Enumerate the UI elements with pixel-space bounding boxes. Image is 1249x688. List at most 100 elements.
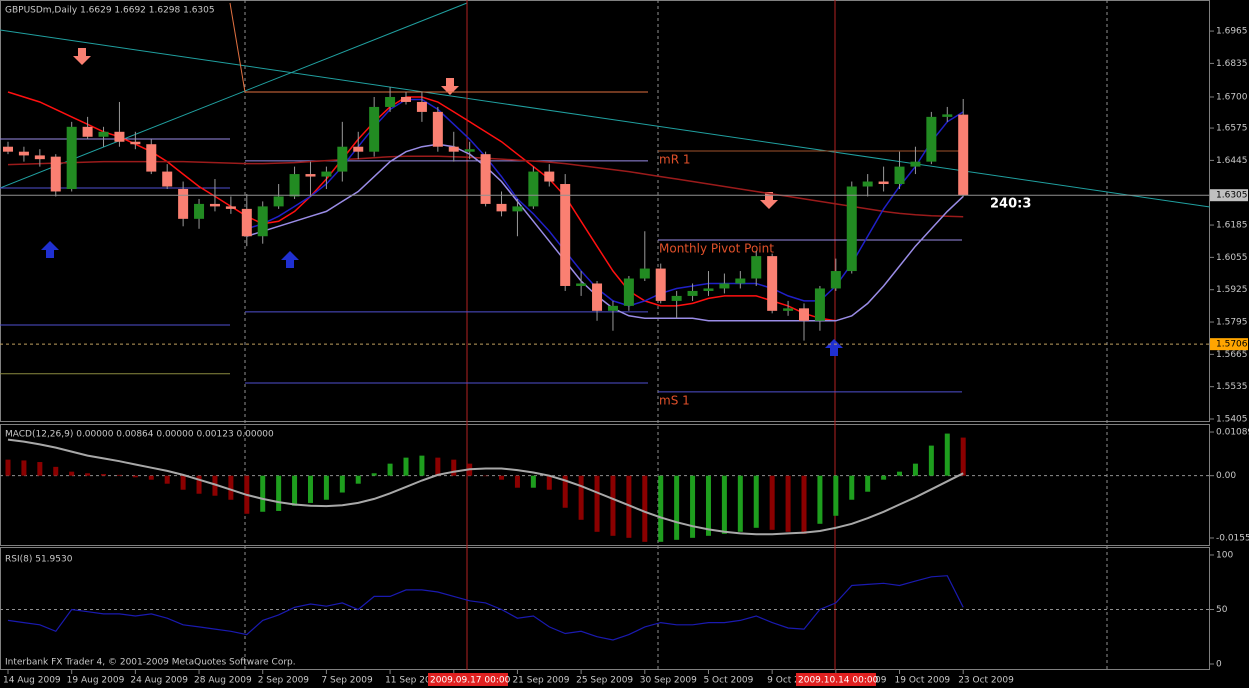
x-tick-label: 23 Oct 2009 xyxy=(958,676,1014,686)
x-tick-label: 21 Sep 2009 xyxy=(512,676,569,686)
moving-average xyxy=(246,143,964,322)
macd-bar xyxy=(483,475,489,477)
x-tick-label: 28 Aug 2009 xyxy=(194,676,252,686)
macd-bar xyxy=(690,475,696,538)
candle-body xyxy=(703,288,714,291)
candle-body xyxy=(830,271,841,289)
candle-body xyxy=(50,156,61,192)
candle-body xyxy=(98,131,109,137)
main-pane-border xyxy=(0,0,1210,422)
candle-body xyxy=(194,203,205,219)
sell-arrow xyxy=(760,192,778,209)
rsi-pane-border xyxy=(0,547,1210,670)
moving-average xyxy=(7,91,836,322)
crosshair-box xyxy=(1210,338,1248,351)
x-tick-label: 30 Sep 2009 xyxy=(640,676,697,686)
annotation: 240:3 xyxy=(990,197,1031,212)
macd-bar xyxy=(116,474,122,476)
macd-bar xyxy=(371,473,377,476)
candle-body xyxy=(305,174,316,177)
macd-bar xyxy=(912,463,918,476)
moving-average xyxy=(246,98,964,307)
macd-pane-border xyxy=(0,424,1210,546)
candle-body xyxy=(671,295,682,301)
macd-bar xyxy=(339,475,345,493)
y-tick-label: 1.5405 xyxy=(1216,415,1248,425)
x-tick-label: 19 Oct 2009 xyxy=(895,676,951,686)
candle-body xyxy=(846,186,857,272)
candle-body xyxy=(273,196,284,207)
candle-body xyxy=(432,111,443,147)
candle-body xyxy=(576,283,587,286)
rsi-line xyxy=(7,575,964,641)
buy-arrow xyxy=(41,241,59,258)
candle-body xyxy=(369,106,380,152)
candle-body xyxy=(894,166,905,185)
macd-bar xyxy=(451,459,457,476)
macd-bar xyxy=(132,475,138,478)
trendline xyxy=(0,2,468,189)
candle-body xyxy=(607,305,618,311)
macd-bar xyxy=(960,437,966,476)
macd-bar xyxy=(610,475,616,536)
candle-body xyxy=(289,174,300,197)
macd-bar xyxy=(785,475,791,532)
candle-body xyxy=(910,161,921,167)
macd-bar xyxy=(514,475,520,488)
x-tick-label: 14 Aug 2009 xyxy=(3,676,61,686)
period-separators xyxy=(244,0,1108,670)
macd-bar xyxy=(435,457,441,476)
macd-bar xyxy=(101,474,107,476)
macd-bar xyxy=(21,460,27,476)
candle-body xyxy=(130,141,141,145)
signal-line xyxy=(7,438,964,536)
macd-bar xyxy=(403,457,409,476)
candle-body xyxy=(448,146,459,152)
candle-body xyxy=(225,206,236,209)
candle-body xyxy=(639,268,650,279)
rsi-title: RSI(8) 51.9530 xyxy=(5,555,73,565)
candle-body xyxy=(623,278,634,306)
y-tick-label: 1.6835 xyxy=(1216,59,1248,69)
candle-body xyxy=(114,131,125,142)
footer: Interbank FX Trader 4, © 2001-2009 MetaQ… xyxy=(5,658,296,668)
macd-bar xyxy=(849,475,855,500)
candle-body xyxy=(241,208,252,237)
candle-body xyxy=(528,171,539,207)
macd-bar xyxy=(196,475,202,494)
macd-bar xyxy=(228,475,234,500)
macd-bar xyxy=(212,475,218,496)
candle-body xyxy=(3,146,13,152)
labels: GBPUSDm,Daily 1.6629 1.6692 1.6298 1.630… xyxy=(5,6,1031,668)
candle-body xyxy=(512,206,523,212)
macd-bar xyxy=(737,475,743,532)
candle-body xyxy=(385,96,396,107)
candle-body xyxy=(958,114,969,196)
candle-body xyxy=(814,288,825,321)
candle-body xyxy=(719,283,730,289)
y-tick-label: 1.5535 xyxy=(1216,382,1248,392)
sell-arrow xyxy=(441,78,459,95)
candle-body xyxy=(735,278,746,284)
y-tick-label: 1.6185 xyxy=(1216,221,1248,231)
candle-body xyxy=(321,171,332,177)
candle-body xyxy=(162,171,173,187)
cursor-lines xyxy=(466,0,836,670)
macd-bar xyxy=(928,445,934,476)
candle-body xyxy=(178,188,189,219)
y-tick-label: 0.00 xyxy=(1216,471,1236,481)
y-tick-label: 0.01089 xyxy=(1216,428,1249,438)
candle-body xyxy=(353,146,364,152)
macd-bar xyxy=(578,475,584,520)
macd-bar xyxy=(721,475,727,534)
macd-bar xyxy=(801,475,807,534)
candle-body xyxy=(146,144,157,172)
macd-bar xyxy=(705,475,711,536)
candle-body xyxy=(544,171,555,182)
candle-body xyxy=(82,126,93,137)
x-tick-label: 11 Sep 2009 xyxy=(385,676,442,686)
trendline xyxy=(0,29,1211,208)
candle-body xyxy=(257,206,268,237)
candle-body xyxy=(66,126,77,189)
